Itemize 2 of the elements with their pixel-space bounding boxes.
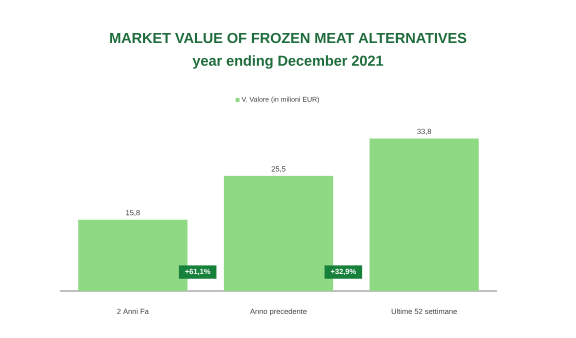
chart-subtitle: year ending December 2021 — [192, 55, 384, 69]
chart-title: MARKET VALUE OF FROZEN MEAT ALTERNATIVES — [110, 32, 466, 44]
